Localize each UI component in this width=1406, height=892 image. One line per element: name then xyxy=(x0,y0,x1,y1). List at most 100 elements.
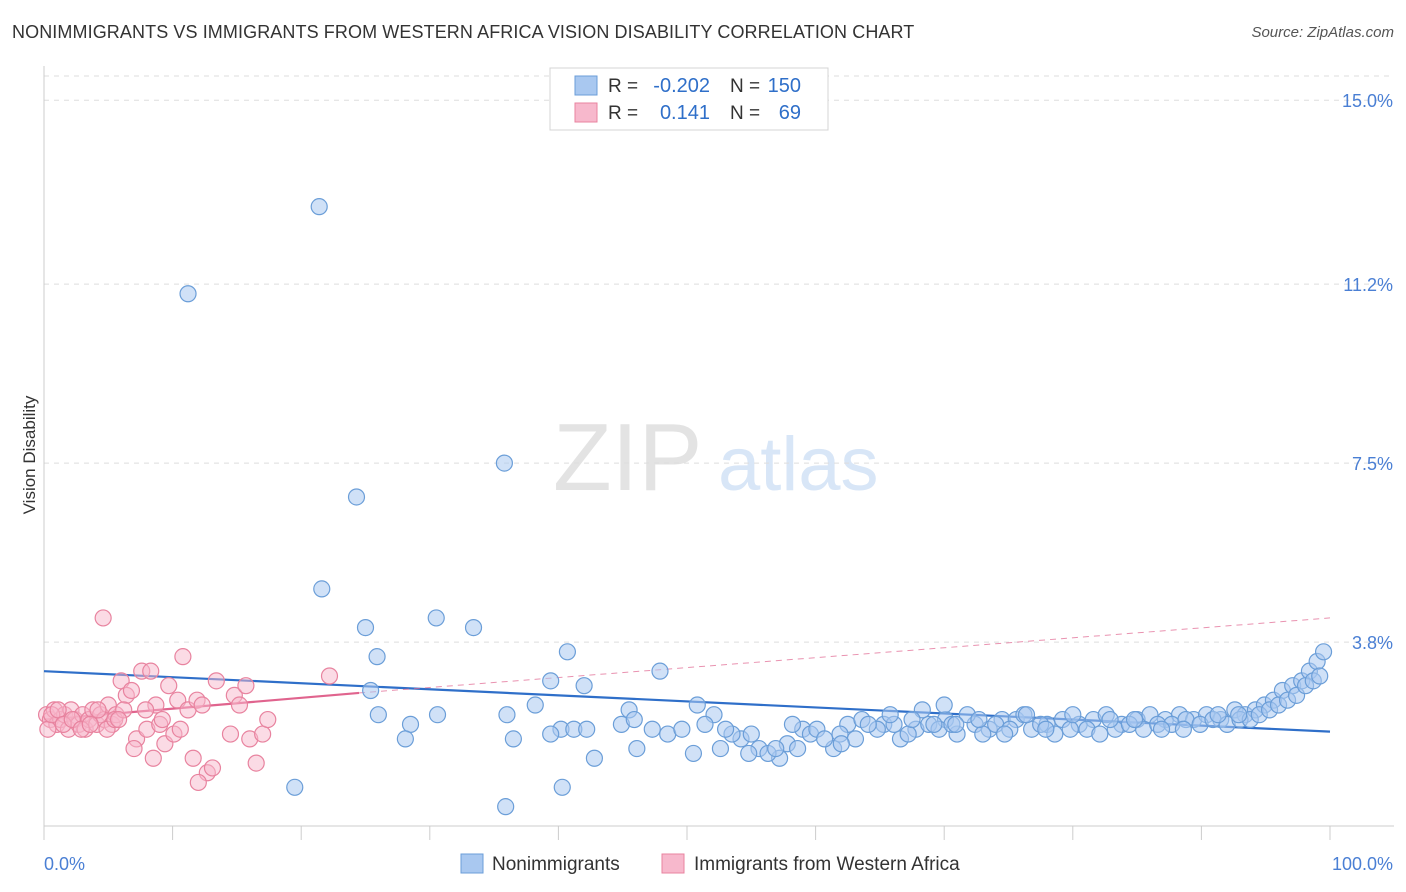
gridlines xyxy=(44,75,1394,643)
tick-labels: 3.8% 7.5% 11.2% 15.0% 0.0% 100.0% xyxy=(44,91,1393,874)
legend-r-value: 0.141 xyxy=(660,102,710,124)
nonimmigrant-point xyxy=(925,715,943,733)
data-points xyxy=(37,198,1333,816)
immigrant-point xyxy=(109,710,128,729)
nonimmigrant-point xyxy=(504,730,522,748)
immigrant-point xyxy=(230,696,249,714)
immigrant-point xyxy=(89,701,107,719)
immigrant-point xyxy=(237,677,255,695)
immigrant-point xyxy=(136,701,155,719)
chart-title: NONIMMIGRANTS VS IMMIGRANTS FROM WESTERN… xyxy=(12,22,915,42)
nonimmigrant-point xyxy=(947,715,965,733)
nonimmigrant-point xyxy=(1091,725,1109,743)
nonimmigrant-point xyxy=(767,739,785,758)
nonimmigrant-point xyxy=(286,778,304,796)
nonimmigrant-point xyxy=(558,643,577,661)
nonimmigrant-point xyxy=(1061,720,1079,738)
nonimmigrant-point xyxy=(369,706,387,724)
immigrant-point xyxy=(125,739,143,758)
legend-label-nonimmigrants: Nonimmigrants xyxy=(492,854,620,875)
nonimmigrant-point xyxy=(783,715,802,733)
nonimmigrant-point xyxy=(970,710,988,729)
immigrant-point xyxy=(320,667,339,685)
nonimmigrant-point xyxy=(832,735,850,753)
immigrant-point xyxy=(153,710,171,729)
nonimmigrant-point xyxy=(903,710,921,729)
immigrant-point xyxy=(122,681,141,700)
nonimmigrant-point xyxy=(684,744,703,763)
nonimmigrant-point xyxy=(996,725,1014,743)
nonimmigrant-point xyxy=(575,677,593,695)
nonimmigrant-point xyxy=(497,798,515,816)
immigrant-point xyxy=(174,648,192,666)
nonimmigrant-point xyxy=(673,720,691,738)
nonimmigrant-point xyxy=(495,454,513,472)
nonimmigrant-point xyxy=(1101,710,1119,729)
nonimmigrant-point xyxy=(401,715,420,733)
nonimmigrant-point xyxy=(881,706,899,724)
nonimmigrant-point xyxy=(585,749,604,767)
immigrant-point xyxy=(184,749,202,767)
nonimmigrant-point xyxy=(578,720,596,738)
nonimmigrant-point xyxy=(643,720,661,738)
x-tick-label: 0.0% xyxy=(44,854,85,874)
immigrant-point xyxy=(81,715,99,733)
nonimmigrant-point xyxy=(1125,710,1144,729)
nonimmigrant-point xyxy=(651,662,669,680)
source-label: Source: ZipAtlas.com xyxy=(1251,24,1394,41)
nonimmigrant-point xyxy=(553,778,571,796)
nonimmigrant-point xyxy=(498,706,516,724)
nonimmigrant-point xyxy=(313,580,331,598)
nonimmigrant-point xyxy=(816,730,834,748)
legend-label-immigrants: Immigrants from Western Africa xyxy=(694,854,960,875)
nonimmigrant-point xyxy=(742,725,760,743)
immigrant-point xyxy=(94,609,112,627)
legend-swatch-immigrants xyxy=(661,853,685,874)
watermark-atlas: atlas xyxy=(718,422,879,507)
nonimmigrant-point xyxy=(1230,706,1248,724)
nonimmigrant-point xyxy=(859,715,877,733)
watermark-zip: ZIP xyxy=(553,404,702,511)
y-axis-label: Vision Disability xyxy=(20,395,39,514)
immigrant-point xyxy=(171,720,189,738)
nonimmigrant-point xyxy=(628,739,646,758)
legend-swatch-blue xyxy=(574,75,598,96)
nonimmigrant-point xyxy=(1037,720,1055,738)
immigrant-point xyxy=(49,701,67,719)
legend-r-label: R = xyxy=(608,103,638,124)
y-tick-label: 3.8% xyxy=(1352,633,1393,653)
nonimmigrant-point xyxy=(427,609,445,627)
immigrant-point xyxy=(193,696,211,714)
nonimmigrant-point xyxy=(696,715,714,733)
nonimmigrant-point xyxy=(542,672,560,690)
series-legend: Nonimmigrants Immigrants from Western Af… xyxy=(460,853,960,875)
nonimmigrant-point xyxy=(396,730,414,748)
legend-swatch-nonimmigrants xyxy=(460,853,484,874)
nonimmigrant-point xyxy=(356,619,375,637)
nonimmigrant-point xyxy=(625,710,643,729)
legend-n-label: N = xyxy=(730,76,760,97)
nonimmigrant-point xyxy=(1017,706,1036,724)
nonimmigrant-point xyxy=(788,739,807,758)
nonimmigrant-point xyxy=(542,725,560,743)
immigrant-point xyxy=(142,662,160,680)
immigrant-point xyxy=(144,749,162,767)
nonimmigrant-point xyxy=(1064,706,1082,724)
y-tick-label: 7.5% xyxy=(1352,454,1393,474)
nonimmigrant-point xyxy=(1152,720,1171,738)
immigrant-point xyxy=(203,759,222,777)
nonimmigrant-point xyxy=(1209,706,1227,724)
nonimmigrant-point xyxy=(688,696,706,714)
nonimmigrant-point xyxy=(1314,643,1333,661)
immigrant-point xyxy=(254,725,272,743)
nonimmigrant-point xyxy=(935,696,953,714)
correlation-legend: R = -0.202 N = 150 R = 0.141 N = 69 xyxy=(549,67,829,131)
immigrants-trend-extension xyxy=(359,617,1331,694)
immigrant-point xyxy=(39,720,57,738)
nonimmigrant-point xyxy=(368,648,386,666)
nonimmigrant-point xyxy=(1311,667,1329,685)
y-tick-label: 15.0% xyxy=(1342,91,1393,111)
x-tick-label: 100.0% xyxy=(1332,854,1393,874)
immigrant-point xyxy=(259,710,277,729)
